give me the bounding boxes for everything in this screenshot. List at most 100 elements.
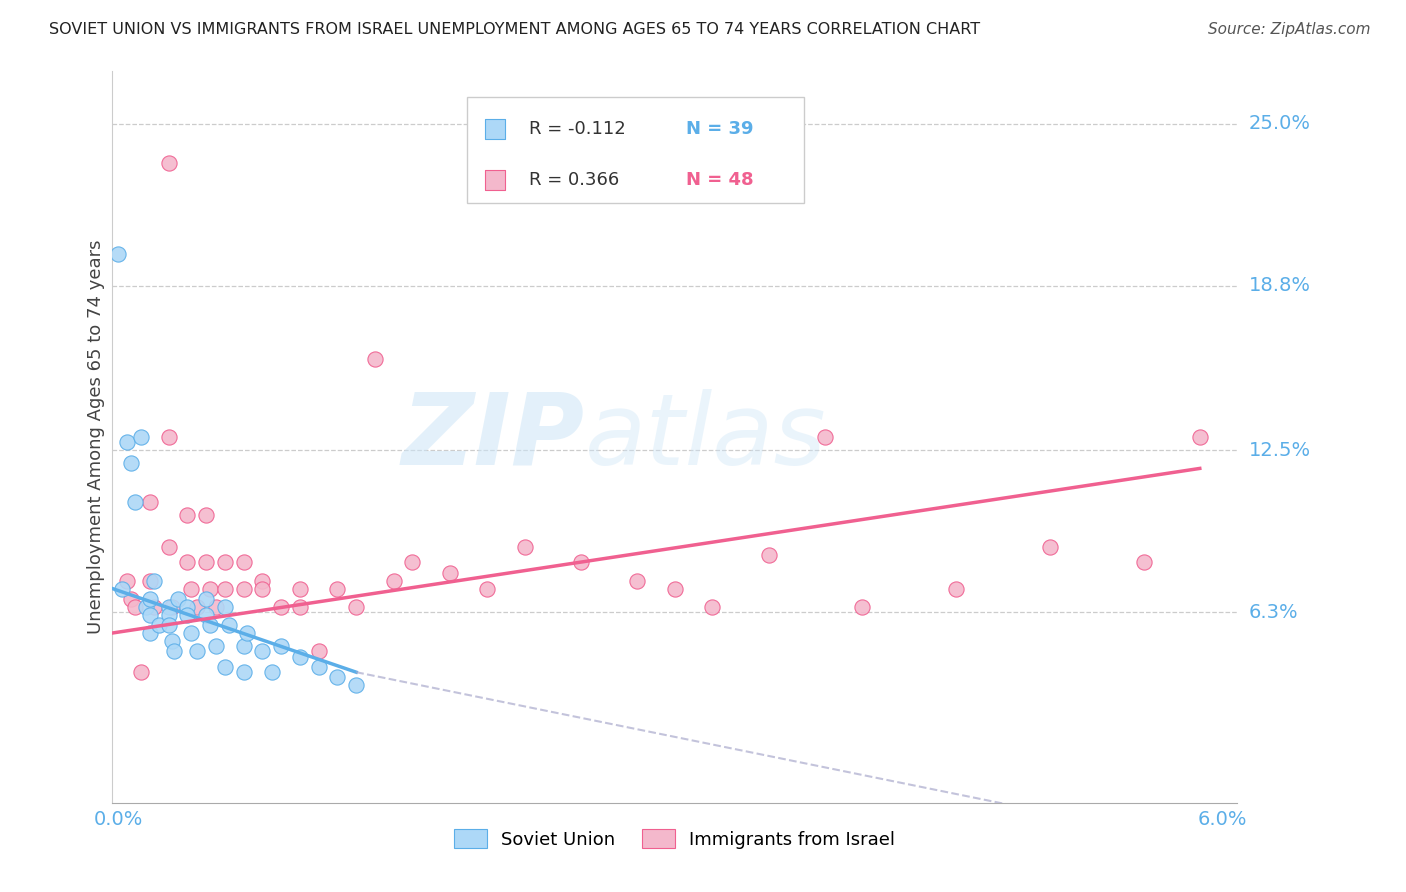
Point (513, 540, 536, 554)
Text: 12.5%: 12.5% (1249, 441, 1310, 459)
Point (308, 644, 330, 658)
Point (1132, 556, 1154, 570)
Point (814, 430, 837, 444)
Text: 6.0%: 6.0% (1197, 810, 1247, 830)
Point (157, 540, 180, 554)
Point (139, 495, 162, 509)
Legend: Soviet Union, Immigrants from Israel: Soviet Union, Immigrants from Israel (447, 822, 903, 856)
Text: SOVIET UNION VS IMMIGRANTS FROM ISRAEL UNEMPLOYMENT AMONG AGES 65 TO 74 YEARS CO: SOVIET UNION VS IMMIGRANTS FROM ISRAEL U… (49, 22, 980, 37)
Point (270, 599, 292, 614)
Text: 0.0%: 0.0% (94, 810, 143, 830)
Point (664, 582, 686, 596)
Point (851, 599, 873, 614)
Point (120, 456, 142, 470)
Point (124, 495, 146, 509)
Point (1188, 430, 1211, 444)
Point (214, 582, 236, 596)
Point (252, 582, 274, 596)
Point (148, 618, 170, 632)
Text: Source: ZipAtlas.com: Source: ZipAtlas.com (1208, 22, 1371, 37)
Point (344, 678, 367, 692)
Point (157, 155, 180, 169)
Point (139, 574, 162, 588)
Point (288, 599, 311, 614)
Point (198, 582, 221, 596)
FancyBboxPatch shape (467, 97, 804, 203)
Point (288, 582, 311, 596)
Point (232, 582, 254, 596)
Point (176, 607, 198, 622)
Point (288, 649, 311, 664)
Point (163, 644, 186, 658)
Point (117, 435, 139, 450)
Point (180, 582, 202, 596)
Point (129, 665, 152, 680)
Point (180, 626, 202, 640)
Point (120, 592, 142, 607)
Text: 25.0%: 25.0% (1249, 114, 1310, 133)
Point (214, 599, 236, 614)
Point (439, 566, 461, 580)
Point (176, 556, 198, 570)
Point (344, 599, 367, 614)
Point (204, 639, 226, 653)
Point (214, 660, 236, 674)
Point (162, 633, 184, 648)
Point (186, 644, 208, 658)
Point (758, 548, 780, 562)
Point (214, 556, 236, 570)
Point (252, 644, 274, 658)
Point (186, 599, 208, 614)
Text: 6.3%: 6.3% (1249, 603, 1298, 622)
Point (198, 618, 221, 632)
Point (142, 599, 165, 614)
Point (569, 556, 592, 570)
Point (157, 430, 180, 444)
Point (326, 670, 349, 684)
Text: N = 48: N = 48 (686, 170, 754, 189)
Point (157, 618, 180, 632)
Point (232, 639, 254, 653)
Point (195, 508, 218, 523)
Point (176, 599, 198, 614)
Text: 18.8%: 18.8% (1249, 276, 1310, 295)
Point (124, 599, 146, 614)
Point (162, 599, 184, 614)
Point (260, 665, 283, 680)
Text: ZIP: ZIP (402, 389, 585, 485)
Point (139, 626, 162, 640)
Point (232, 665, 254, 680)
Y-axis label: Unemployment Among Ages 65 to 74 years: Unemployment Among Ages 65 to 74 years (87, 240, 105, 634)
Point (232, 556, 254, 570)
Point (107, 247, 129, 261)
Point (157, 607, 180, 622)
Point (167, 592, 190, 607)
Point (111, 582, 134, 596)
Point (142, 574, 165, 588)
Point (308, 660, 330, 674)
Point (195, 556, 218, 570)
Point (364, 351, 387, 366)
Point (195, 592, 218, 607)
Point (129, 430, 152, 444)
Text: N = 39: N = 39 (686, 120, 754, 137)
Point (236, 626, 259, 640)
Point (401, 556, 423, 570)
Point (204, 599, 226, 614)
Point (157, 599, 180, 614)
Point (139, 607, 162, 622)
Text: R = -0.112: R = -0.112 (529, 120, 626, 137)
Point (702, 599, 724, 614)
Point (382, 574, 405, 588)
Point (135, 599, 157, 614)
Text: R = 0.366: R = 0.366 (529, 170, 619, 189)
Point (117, 574, 139, 588)
Point (477, 582, 499, 596)
Point (139, 592, 162, 607)
Point (626, 574, 648, 588)
Point (945, 582, 967, 596)
Point (218, 618, 240, 632)
Point (326, 582, 349, 596)
Point (195, 607, 218, 622)
Point (252, 574, 274, 588)
